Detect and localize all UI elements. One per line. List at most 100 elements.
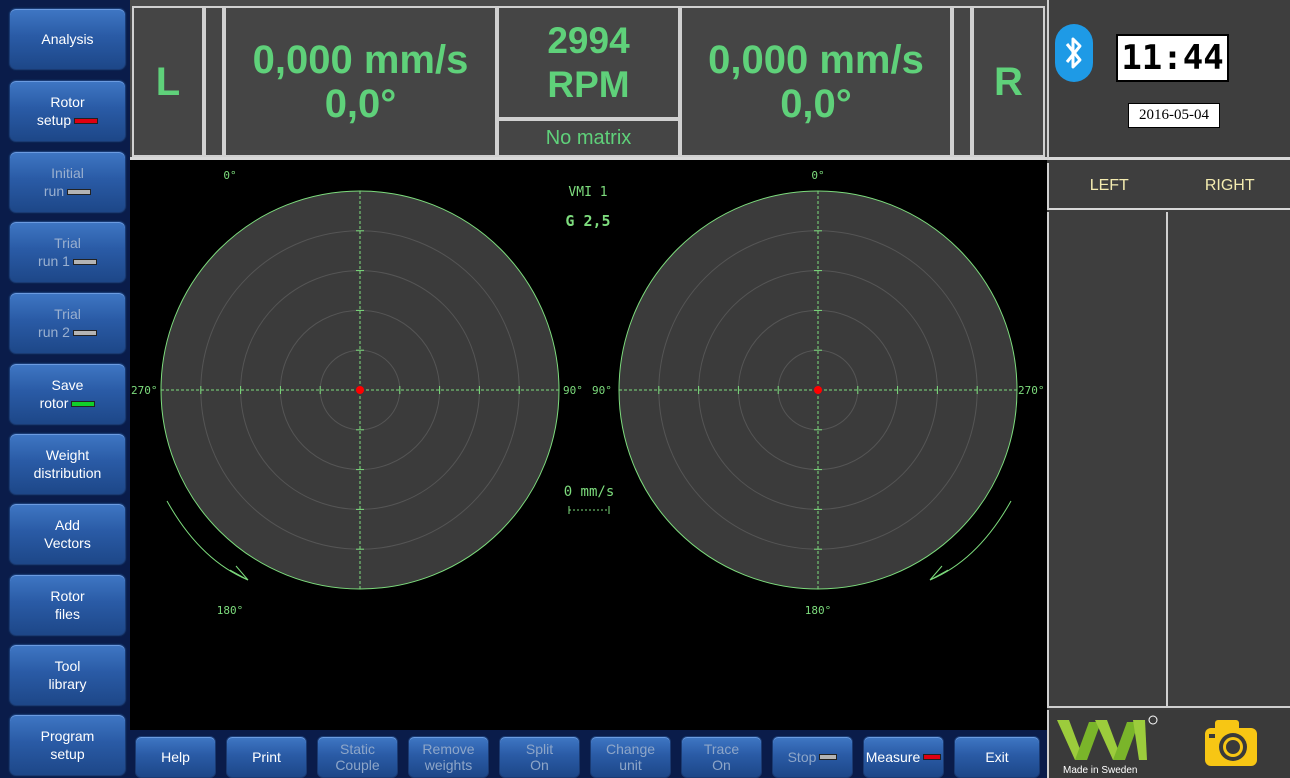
rpm-value: 2994 bbox=[547, 19, 630, 61]
exit-button[interactable]: Exit bbox=[954, 736, 1040, 778]
stop-button-label: Stop bbox=[787, 749, 817, 765]
split-on-label-2: On bbox=[530, 757, 549, 773]
stop-button[interactable]: Stop bbox=[772, 736, 853, 778]
trace-on-button[interactable]: Trace On bbox=[681, 736, 762, 778]
trial-run-2-label-2: run 2 bbox=[38, 324, 70, 340]
left-plane-box: L bbox=[132, 6, 204, 157]
right-readout-box: 0,000 mm/s 0,0° bbox=[680, 6, 952, 157]
rpm-box: 2994 RPM bbox=[497, 6, 680, 119]
right-rotation-arrow bbox=[929, 500, 1012, 581]
weight-distribution-label-2: distribution bbox=[33, 465, 102, 481]
camera-icon[interactable] bbox=[1199, 712, 1259, 768]
bluetooth-icon[interactable] bbox=[1055, 24, 1093, 82]
right-label-bottom: 180° bbox=[805, 604, 832, 617]
save-rotor-label-2: rotor bbox=[39, 395, 69, 411]
right-label-top: 0° bbox=[811, 169, 824, 182]
table-header-right: RIGHT bbox=[1204, 176, 1255, 194]
program-setup-button[interactable]: Program setup bbox=[9, 714, 126, 776]
measure-button[interactable]: Measure bbox=[863, 736, 944, 778]
weight-distribution-button[interactable]: Weight distribution bbox=[9, 433, 126, 495]
right-label-left: 90° bbox=[592, 384, 612, 397]
stop-indicator bbox=[819, 754, 838, 760]
matrix-status: No matrix bbox=[545, 126, 632, 149]
left-label-bottom: 180° bbox=[217, 604, 244, 617]
initial-run-indicator bbox=[67, 189, 92, 196]
rotor-files-button[interactable]: Rotor files bbox=[9, 574, 126, 636]
left-velocity: 0,000 mm/s bbox=[252, 37, 469, 82]
rpm-unit: RPM bbox=[547, 63, 630, 105]
bottom-toolbar: Help Print Static Couple Remove weights … bbox=[130, 730, 1047, 778]
right-angle: 0,0° bbox=[780, 81, 852, 126]
trial-run-2-button[interactable]: Trial run 2 bbox=[9, 292, 126, 354]
result-column-left bbox=[1047, 212, 1168, 708]
remove-weights-label-2: weights bbox=[424, 757, 473, 773]
rotor-setup-label-2: setup bbox=[36, 112, 72, 128]
static-couple-label-2: Couple bbox=[335, 757, 380, 773]
measure-button-label: Measure bbox=[865, 749, 921, 765]
program-setup-label-1: Program bbox=[40, 728, 95, 744]
vector-point bbox=[814, 386, 822, 394]
grade-label: G 2,5 bbox=[565, 212, 610, 230]
trial-run-1-label-1: Trial bbox=[54, 235, 81, 251]
static-couple-label-1: Static bbox=[339, 741, 375, 757]
static-couple-button[interactable]: Static Couple bbox=[317, 736, 398, 778]
rotor-setup-indicator bbox=[74, 118, 99, 125]
readout-panel: L 0,000 mm/s 0,0° 2994 RPM No matrix 0,0… bbox=[130, 0, 1047, 160]
add-vectors-label-1: Add bbox=[55, 517, 80, 533]
vmi-logo bbox=[1055, 712, 1163, 762]
tool-library-label-2: library bbox=[48, 676, 87, 692]
vector-point bbox=[356, 386, 364, 394]
left-rotation-arrow bbox=[166, 500, 249, 581]
help-button[interactable]: Help bbox=[135, 736, 216, 778]
analysis-button[interactable]: Analysis bbox=[9, 8, 126, 70]
trial-run-2-indicator bbox=[72, 330, 97, 337]
right-spacer-box bbox=[952, 6, 972, 157]
save-rotor-indicator bbox=[71, 401, 96, 408]
right-polar-plot bbox=[618, 190, 1018, 590]
date-display: 2016-05-04 bbox=[1128, 103, 1220, 128]
exit-button-label: Exit bbox=[985, 749, 1009, 765]
trial-run-1-label-2: run 1 bbox=[38, 253, 70, 269]
left-spacer-box bbox=[204, 6, 224, 157]
initial-run-button[interactable]: Initial run bbox=[9, 151, 126, 213]
branding-box: Made in Sweden bbox=[1047, 710, 1290, 778]
right-panel: 11:44 2016-05-04 LEFT RIGHT Made in Swed… bbox=[1047, 0, 1290, 778]
left-readout-box: 0,000 mm/s 0,0° bbox=[224, 6, 497, 157]
polar-plot-area: 0° 180° 270° 90° 0° 180° 90° 270° VMI 1 … bbox=[131, 169, 1045, 617]
change-unit-button[interactable]: Change unit bbox=[590, 736, 671, 778]
made-in-sweden: Made in Sweden bbox=[1063, 765, 1138, 776]
measure-indicator bbox=[923, 754, 942, 760]
save-rotor-button[interactable]: Save rotor bbox=[9, 363, 126, 425]
status-box: 11:44 2016-05-04 bbox=[1047, 0, 1290, 160]
save-rotor-label-1: Save bbox=[51, 377, 84, 393]
rotor-setup-button[interactable]: Rotor setup bbox=[9, 80, 126, 142]
right-velocity: 0,000 mm/s bbox=[708, 37, 924, 82]
print-button[interactable]: Print bbox=[226, 736, 307, 778]
weight-distribution-label-1: Weight bbox=[45, 447, 90, 463]
left-label-top: 0° bbox=[223, 169, 236, 182]
rotor-setup-label-1: Rotor bbox=[50, 94, 85, 110]
scale-bar bbox=[568, 506, 610, 514]
print-button-label: Print bbox=[252, 749, 281, 765]
result-column-right bbox=[1168, 212, 1290, 708]
tool-library-label-1: Tool bbox=[54, 658, 81, 674]
right-label-right: 270° bbox=[1018, 384, 1045, 397]
change-unit-label-2: unit bbox=[619, 757, 642, 773]
remove-weights-label-1: Remove bbox=[422, 741, 475, 757]
left-label-left: 270° bbox=[131, 384, 158, 397]
rotor-files-label-2: files bbox=[55, 606, 80, 622]
result-table-header: LEFT RIGHT bbox=[1047, 163, 1290, 210]
split-on-label-1: Split bbox=[525, 741, 554, 757]
trial-run-1-button[interactable]: Trial run 1 bbox=[9, 221, 126, 283]
split-on-button[interactable]: Split On bbox=[499, 736, 580, 778]
date-text: 2016-05-04 bbox=[1139, 107, 1209, 123]
program-setup-label-2: setup bbox=[50, 746, 85, 762]
trace-on-label-1: Trace bbox=[703, 741, 740, 757]
remove-weights-button[interactable]: Remove weights bbox=[408, 736, 489, 778]
tool-library-button[interactable]: Tool library bbox=[9, 644, 126, 706]
left-angle: 0,0° bbox=[324, 81, 397, 126]
right-plane-box: R bbox=[972, 6, 1045, 157]
trial-run-1-indicator bbox=[72, 259, 97, 266]
left-label-right: 90° bbox=[563, 384, 583, 397]
add-vectors-button[interactable]: Add Vectors bbox=[9, 503, 126, 565]
